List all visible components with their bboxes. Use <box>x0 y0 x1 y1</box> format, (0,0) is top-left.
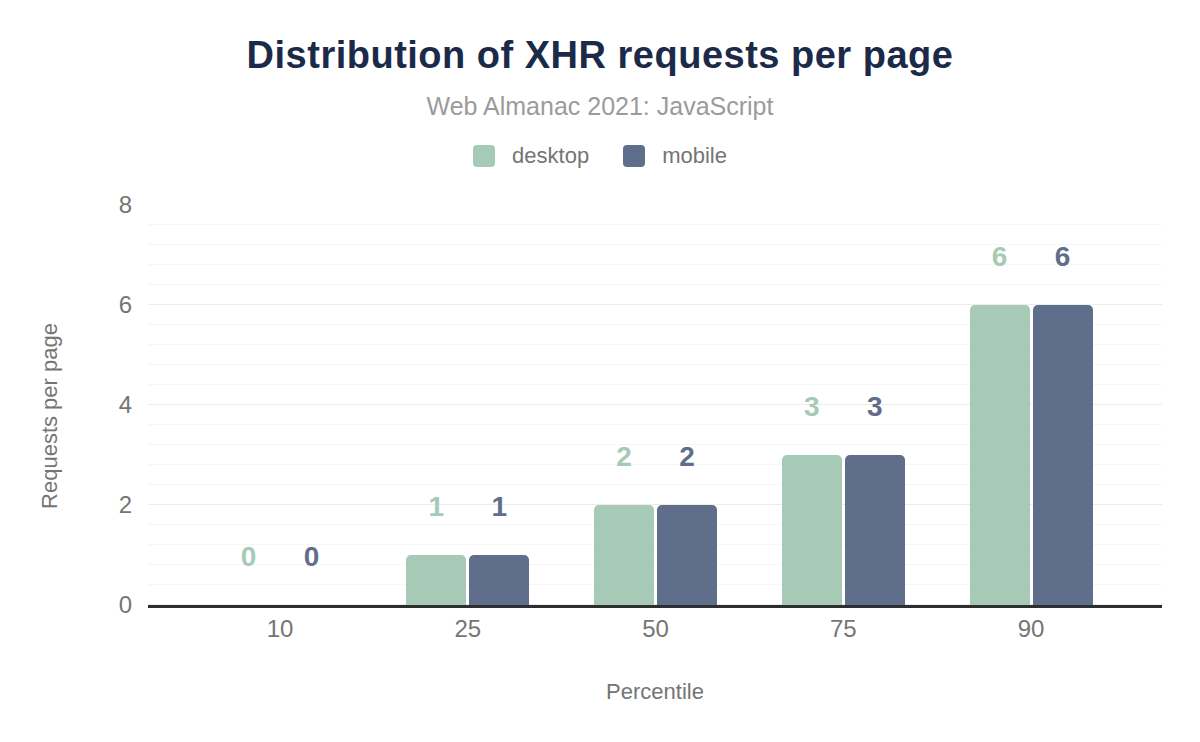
y-tick-label: 2 <box>60 493 132 517</box>
y-tick-label: 0 <box>60 593 132 617</box>
chart-title: Distribution of XHR requests per page <box>0 34 1200 77</box>
desktop-bar <box>970 305 1030 605</box>
desktop-bar <box>782 455 842 605</box>
mobile-bar <box>469 555 529 605</box>
x-tick-label: 10 <box>220 617 340 641</box>
mobile-bar <box>657 505 717 605</box>
desktop-bar <box>406 555 466 605</box>
legend-label-mobile: mobile <box>662 143 727 169</box>
bar-group: 66 <box>970 205 1093 605</box>
x-tick-label: 75 <box>783 617 903 641</box>
y-tick-label: 8 <box>60 193 132 217</box>
x-tick-label: 90 <box>971 617 1091 641</box>
legend-item-mobile: mobile <box>623 143 727 169</box>
legend: desktop mobile <box>0 143 1200 169</box>
x-tick-label: 50 <box>596 617 716 641</box>
mobile-bar-value-label: 1 <box>459 493 539 521</box>
mobile-swatch-icon <box>623 145 645 167</box>
chart-page: Distribution of XHR requests per page We… <box>0 0 1200 742</box>
mobile-bar-value-label: 6 <box>1023 243 1103 271</box>
x-axis-title: Percentile <box>148 679 1162 705</box>
mobile-bar-value-label: 2 <box>647 443 727 471</box>
y-tick-label: 6 <box>60 293 132 317</box>
y-tick-label: 4 <box>60 393 132 417</box>
x-tick-label: 25 <box>408 617 528 641</box>
bar-group: 33 <box>782 205 905 605</box>
desktop-bar <box>594 505 654 605</box>
plot-area: 0011223366 <box>148 205 1162 608</box>
bar-group: 22 <box>594 205 717 605</box>
mobile-bar-value-label: 3 <box>835 393 915 421</box>
mobile-bar <box>1033 305 1093 605</box>
legend-item-desktop: desktop <box>473 143 589 169</box>
mobile-bar <box>845 455 905 605</box>
bar-group: 00 <box>219 205 342 605</box>
mobile-bar-value-label: 0 <box>272 543 352 571</box>
desktop-swatch-icon <box>473 145 495 167</box>
chart-subtitle: Web Almanac 2021: JavaScript <box>0 92 1200 121</box>
bar-group: 11 <box>406 205 529 605</box>
legend-label-desktop: desktop <box>512 143 589 169</box>
